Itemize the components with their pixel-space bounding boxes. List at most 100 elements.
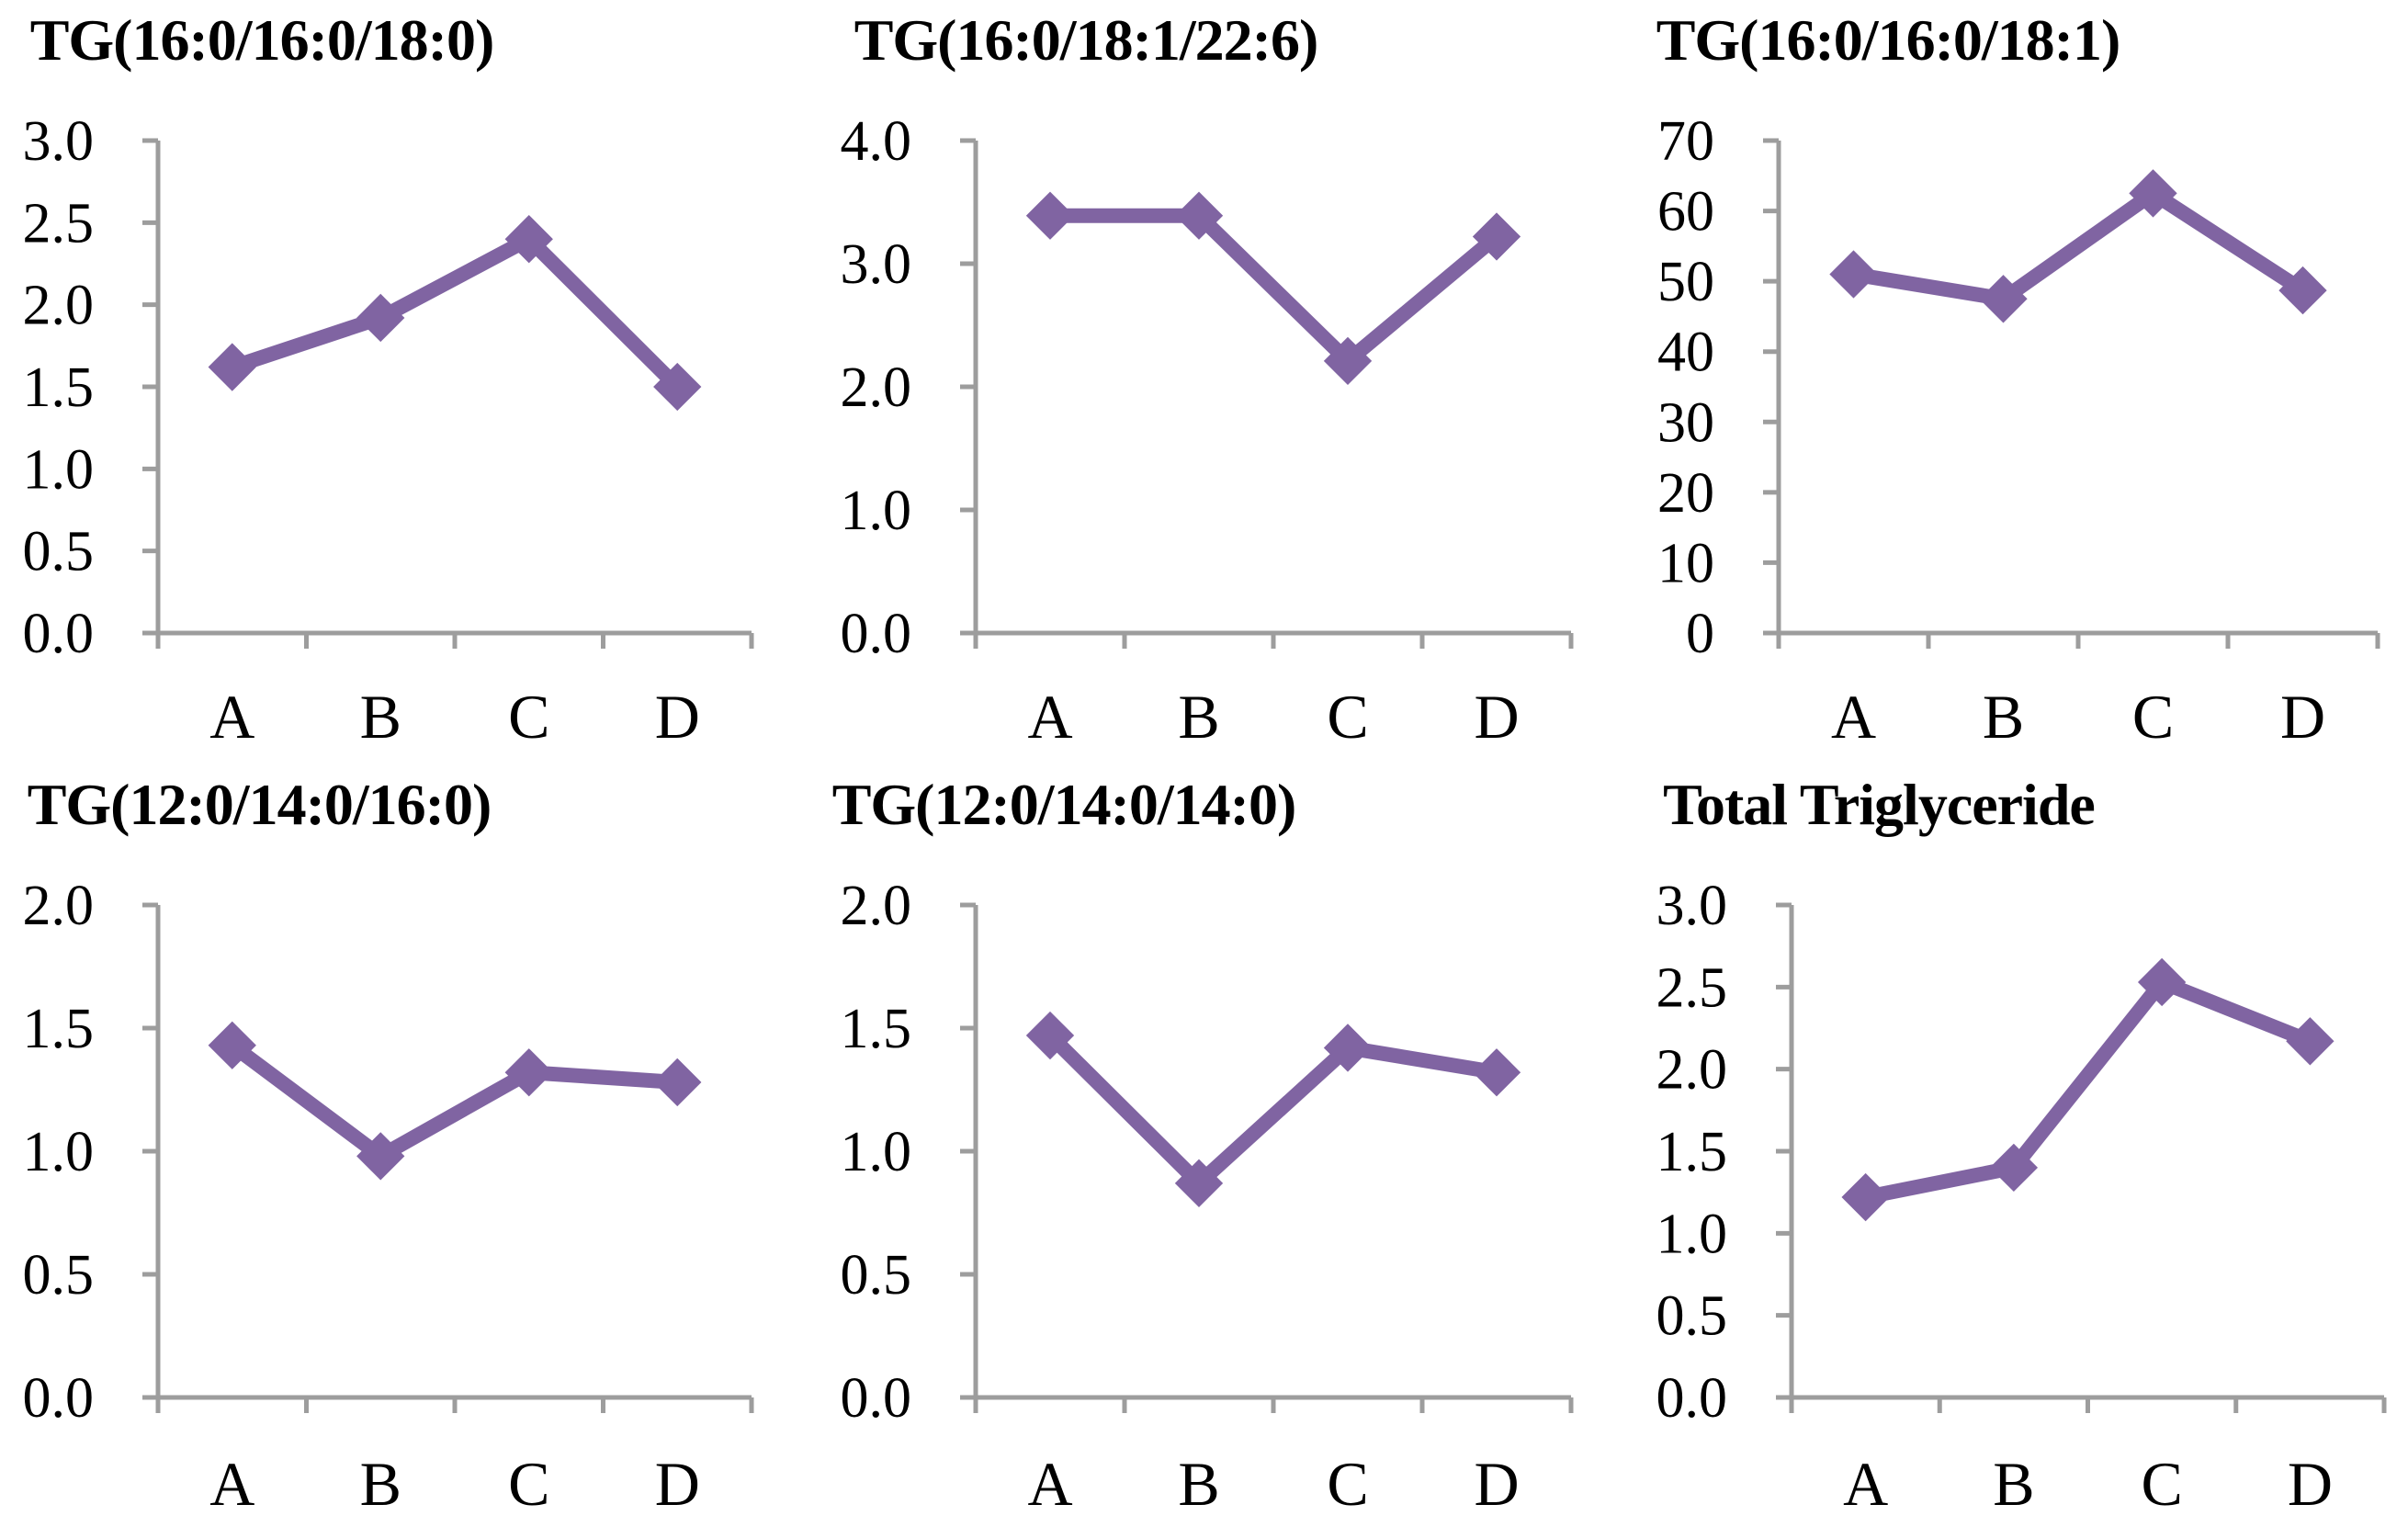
data-point-marker-B	[1174, 1159, 1224, 1208]
series-line	[1864, 973, 2313, 1205]
y-tick-label: 2.0	[841, 356, 912, 419]
y-tick-label: 60	[1657, 181, 1714, 243]
series-line	[230, 230, 683, 392]
category-label-D: D	[2288, 1449, 2333, 1519]
category-label-D: D	[655, 682, 700, 752]
category-label-B: B	[1178, 682, 1219, 752]
category-label-C: C	[2141, 1449, 2182, 1519]
chart-title-tg-160-181-226: TG(16:0/18:1/22:6)	[854, 7, 1319, 73]
data-point-marker-C	[1323, 336, 1373, 386]
category-label-A: A	[1843, 1449, 1888, 1519]
y-tick-label: 2.0	[23, 275, 95, 337]
data-point-marker-C	[2137, 957, 2187, 1007]
series-line	[1045, 1030, 1498, 1193]
y-tick-label: 10	[1657, 532, 1714, 594]
chart-2: 0 10 20 30 40 50 60 70 A B C D	[1657, 110, 2380, 752]
y-tick-label: 2.5	[1656, 956, 1728, 1019]
data-point-marker-C	[504, 1048, 553, 1097]
y-tick-label: 0.5	[23, 1244, 95, 1306]
y-tick-label: 0.0	[23, 603, 95, 665]
y-tick-label: 1.0	[23, 438, 95, 501]
y-tick-label: 2.0	[841, 875, 912, 937]
chart-title-tg-160-160-180: TG(16:0/16:0/18:0)	[29, 7, 495, 73]
y-tick-label: 0.0	[841, 603, 912, 665]
chart-title-tg-120-140-160: TG(12:0/14:0/16:0)	[27, 772, 492, 837]
y-tick-label: 2.0	[23, 875, 95, 937]
category-label-D: D	[1474, 1449, 1519, 1519]
category-label-B: B	[1983, 682, 2024, 752]
y-tick-label: 0.0	[23, 1367, 95, 1430]
y-tick-label: 1.0	[841, 1121, 912, 1183]
category-label-D: D	[2280, 682, 2325, 752]
y-tick-label: 2.5	[23, 192, 95, 254]
data-point-marker-C	[1323, 1024, 1373, 1072]
category-label-A: A	[209, 682, 254, 752]
y-tick-label: 3.0	[841, 233, 912, 296]
y-tick-label: 2.0	[1656, 1039, 1728, 1102]
data-point-marker-A	[1025, 1011, 1075, 1060]
data-point-marker-A	[208, 1021, 256, 1069]
data-point-marker-D	[653, 1058, 702, 1107]
category-label-C: C	[508, 1449, 549, 1519]
y-tick-label: 40	[1657, 322, 1714, 384]
chart-1: 0.0 1.0 2.0 3.0 4.0 A B C D	[841, 110, 1574, 752]
y-tick-label: 1.5	[841, 998, 912, 1060]
category-label-A: A	[209, 1449, 254, 1519]
y-tick-label: 30	[1657, 391, 1714, 454]
category-label-C: C	[1327, 1449, 1368, 1519]
chart-3: 0.0 0.5 1.0 1.5 2.0 A B C D	[23, 875, 754, 1519]
category-label-B: B	[1178, 1449, 1219, 1519]
chart-0: 0.0 0.5 1.0 1.5 2.0 2.5 3.0 A B C D	[23, 110, 754, 752]
series-line	[227, 1039, 678, 1165]
y-tick-label: 20	[1657, 462, 1714, 525]
y-tick-label: 0.5	[1656, 1285, 1728, 1348]
y-tick-label: 1.0	[841, 480, 912, 542]
y-tick-label: 3.0	[1656, 875, 1728, 937]
data-point-marker-B	[356, 1132, 405, 1181]
category-label-B: B	[360, 1449, 401, 1519]
chart-title-tg-120-140-140: TG(12:0/14:0/14:0)	[831, 772, 1297, 837]
data-point-marker-B	[1174, 191, 1224, 240]
y-tick-label: 1.5	[23, 356, 95, 419]
data-point-marker-C	[504, 215, 553, 264]
y-tick-label: 0.0	[841, 1367, 912, 1430]
chart-title-tg-160-160-181: TG(16:0/16:0/18:1)	[1656, 7, 2121, 73]
y-tick-label: 50	[1657, 251, 1714, 313]
y-tick-label: 70	[1657, 110, 1714, 173]
data-point-marker-A	[1025, 191, 1075, 240]
chart-4: 0.0 0.5 1.0 1.5 2.0 A B C D	[841, 875, 1574, 1519]
y-tick-label: 1.0	[23, 1121, 95, 1183]
data-point-marker-A	[208, 343, 256, 391]
data-point-marker-D	[1472, 1048, 1521, 1097]
y-tick-label: 4.0	[841, 110, 912, 173]
y-tick-label: 0	[1686, 603, 1714, 665]
chart-title-total-triglyceride: Total Triglyceride	[1663, 772, 2096, 837]
y-tick-label: 1.0	[1656, 1203, 1728, 1265]
category-label-C: C	[1327, 682, 1368, 752]
data-point-marker-D	[653, 362, 702, 412]
category-label-C: C	[2132, 682, 2174, 752]
category-label-B: B	[360, 682, 401, 752]
y-tick-label: 1.5	[23, 998, 95, 1060]
data-point-marker-A	[1829, 250, 1878, 299]
y-tick-label: 3.0	[23, 110, 95, 173]
y-tick-label: 0.0	[1656, 1367, 1728, 1430]
category-label-A: A	[1027, 1449, 1072, 1519]
data-point-marker-B	[1989, 1143, 2039, 1193]
data-point-marker-A	[1841, 1172, 1890, 1222]
y-tick-label: 0.5	[841, 1244, 912, 1306]
category-label-C: C	[508, 682, 549, 752]
category-label-D: D	[1474, 682, 1519, 752]
series-line	[1050, 208, 1502, 371]
chart-5: 0.0 0.5 1.0 1.5 2.0 2.5 3.0 A B C D	[1656, 875, 2387, 1519]
y-tick-label: 0.5	[23, 521, 95, 583]
y-tick-label: 1.5	[1656, 1121, 1728, 1183]
data-point-marker-B	[356, 293, 405, 343]
category-label-B: B	[1993, 1449, 2034, 1519]
category-label-A: A	[1027, 682, 1072, 752]
data-point-marker-D	[2286, 1017, 2335, 1066]
category-label-D: D	[655, 1449, 700, 1519]
category-label-A: A	[1831, 682, 1876, 752]
series-line	[1852, 184, 2307, 307]
